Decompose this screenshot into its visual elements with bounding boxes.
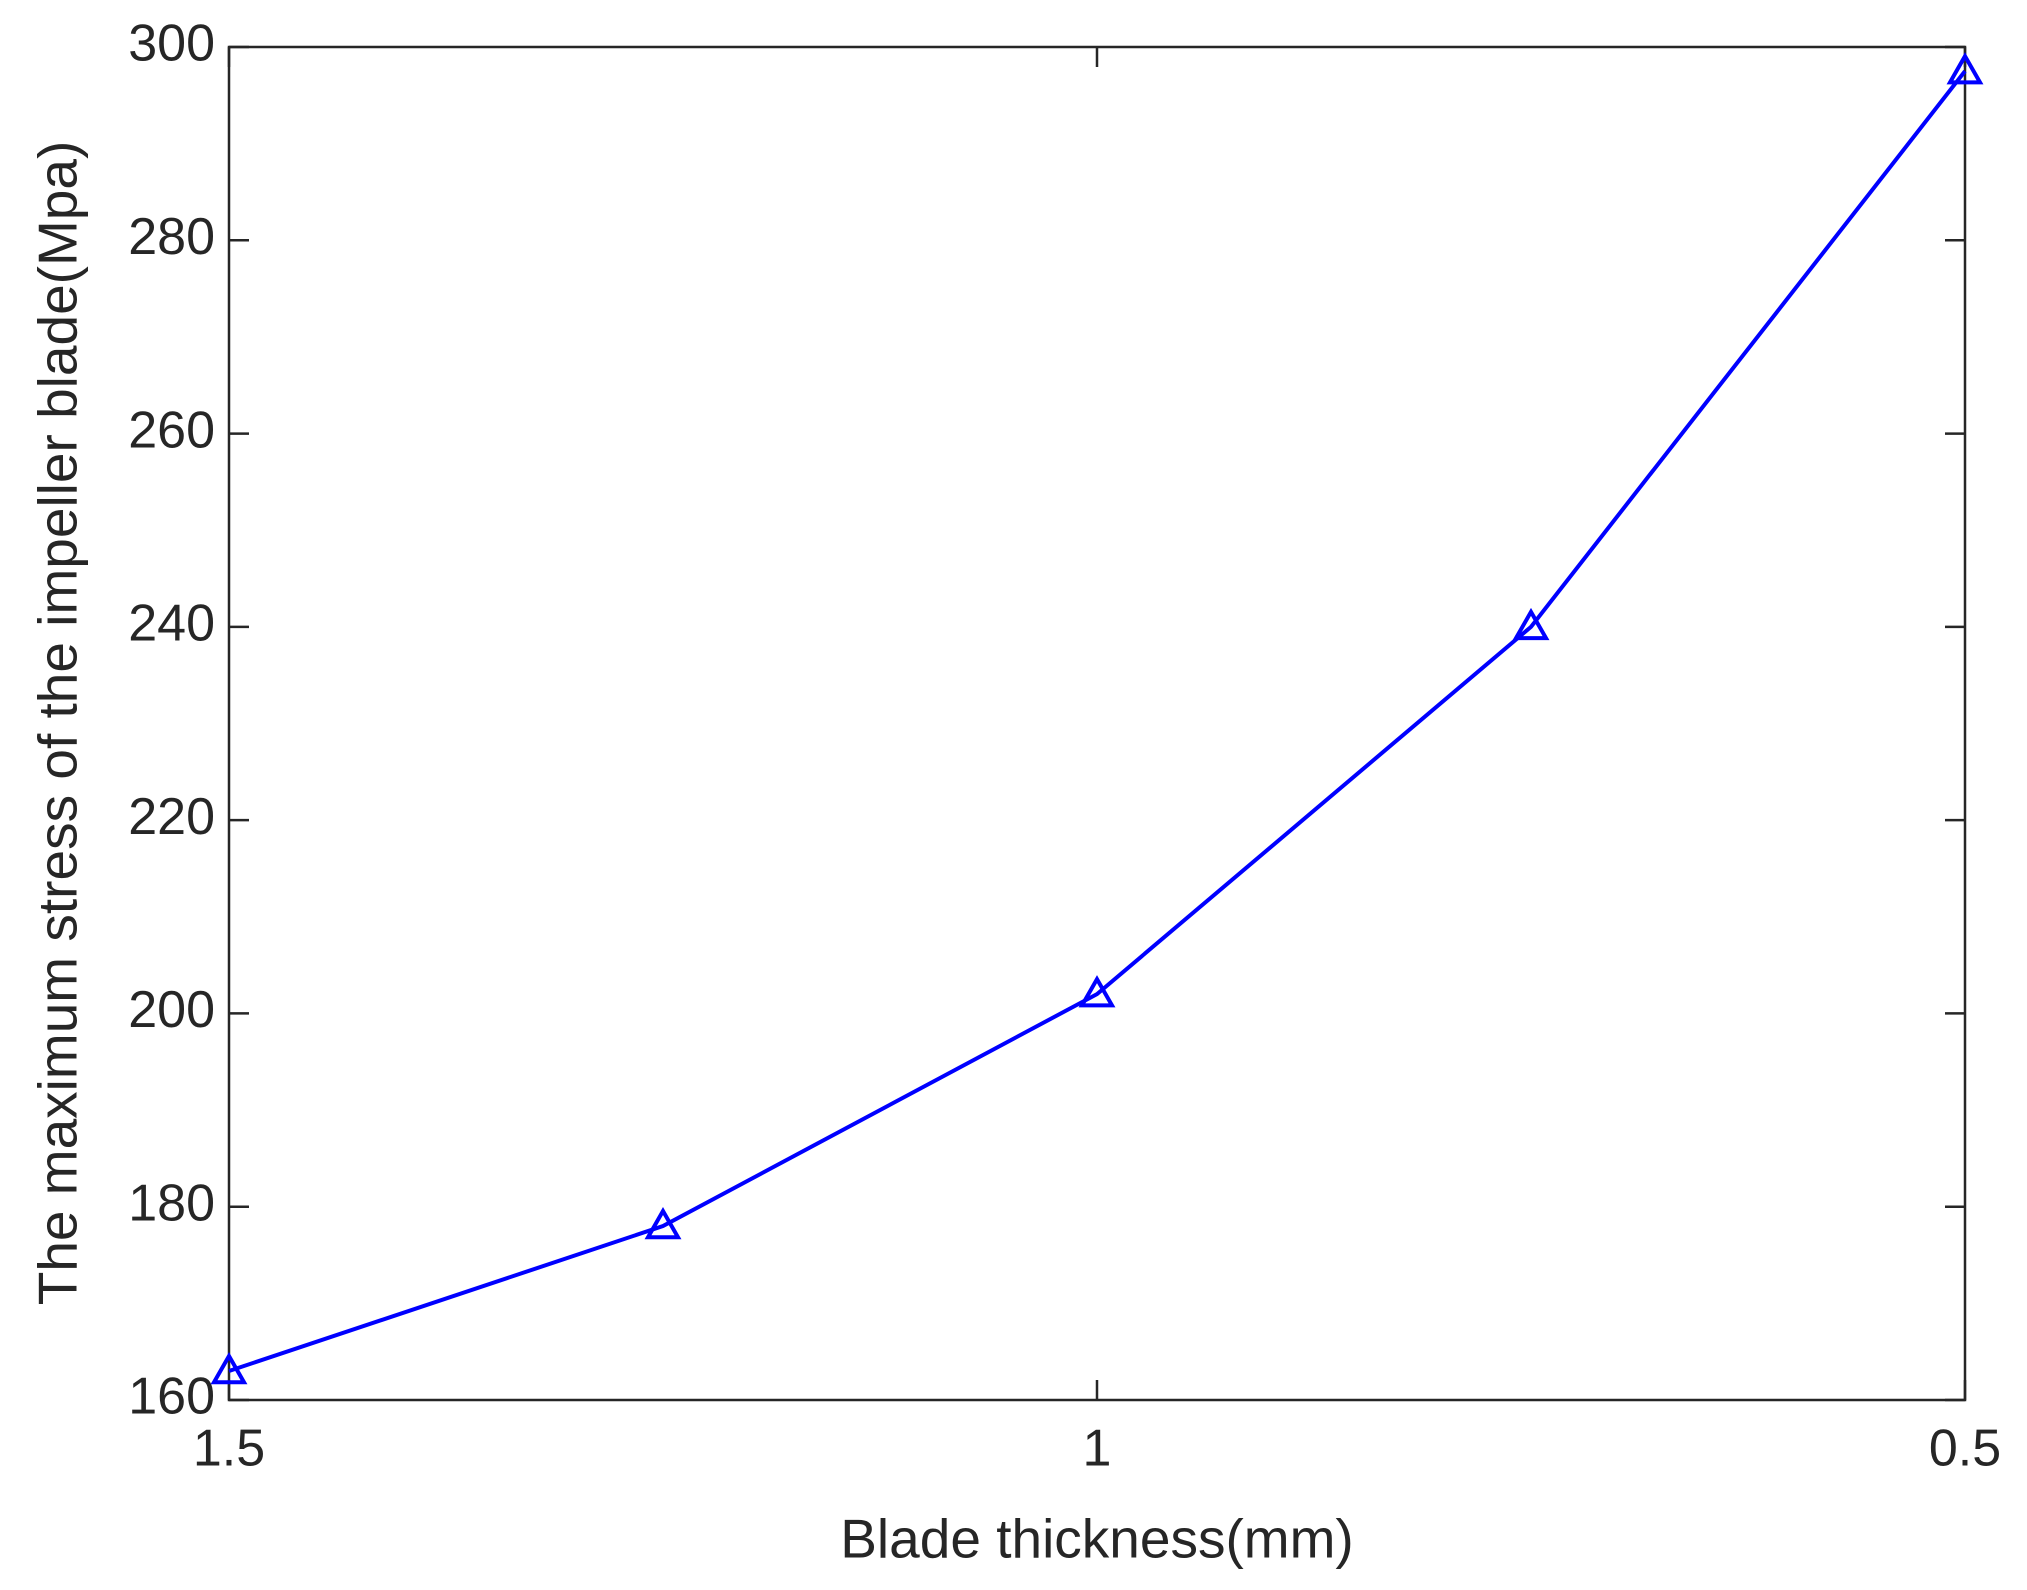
marker (644, 1207, 682, 1240)
y-tick-label: 300 (128, 15, 215, 73)
marker (210, 1351, 248, 1385)
y-tick-label: 200 (128, 981, 215, 1039)
y-tick-label: 240 (128, 595, 215, 653)
x-tick-label: 1.5 (193, 1420, 265, 1478)
marker (1946, 52, 1984, 85)
y-tick-label: 280 (128, 208, 215, 266)
data-line (228, 69, 1967, 1373)
y-tick-label: 160 (128, 1368, 215, 1426)
marker (1512, 607, 1550, 641)
y-tick-label: 220 (128, 788, 215, 846)
plot-frame (227, 45, 1967, 1402)
x-tick-label: 0.5 (1929, 1420, 2001, 1478)
y-tick-label: 260 (128, 401, 215, 459)
x-axis-title: Blade thickness(mm) (840, 1508, 1353, 1570)
x-tick-label: 1 (1083, 1420, 1112, 1478)
marker (1078, 975, 1116, 1008)
y-axis-title: The maximum stress of the impeller blade… (27, 141, 89, 1306)
y-tick-label: 180 (128, 1174, 215, 1232)
